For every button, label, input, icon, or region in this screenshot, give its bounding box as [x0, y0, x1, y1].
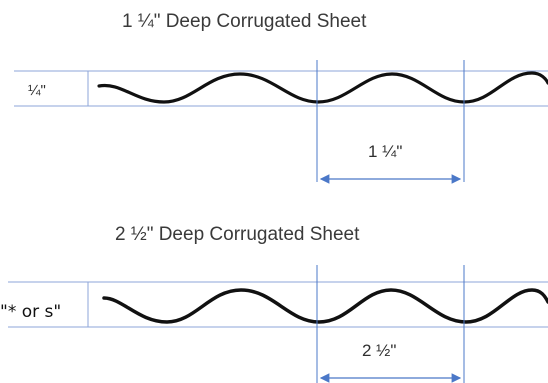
bottom-depth-label: "* or s": [0, 302, 61, 322]
top-section: 1 ¼" Deep Corrugated Sheet ¼" 1 ¼": [14, 11, 548, 184]
top-sheet-bounds: [87, 70, 548, 107]
bottom-pitch-label: 2 ½": [362, 341, 396, 360]
bottom-sheet-bounds: [87, 281, 548, 328]
top-corrugated-wave: [97, 71, 548, 104]
top-pitch-label: 1 ¼": [368, 142, 402, 161]
bottom-corrugated-wave: [102, 288, 548, 324]
bottom-title: 2 ½" Deep Corrugated Sheet: [115, 224, 360, 245]
bottom-section: 2 ½" Deep Corrugated Sheet "* or s" 2 ½": [0, 224, 548, 383]
top-depth-label: ¼": [28, 82, 46, 99]
top-title: 1 ¼" Deep Corrugated Sheet: [122, 11, 367, 32]
